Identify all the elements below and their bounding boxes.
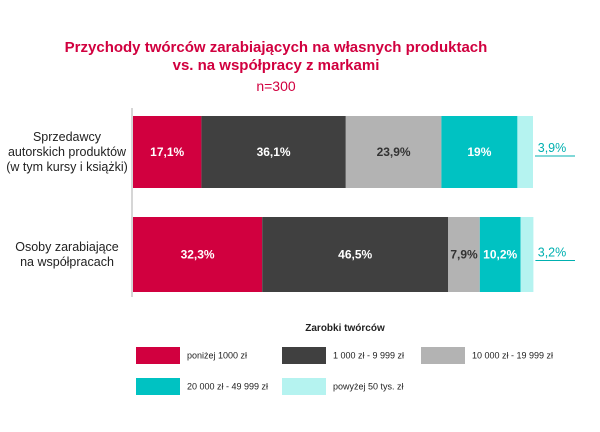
bar-segment xyxy=(441,116,518,188)
data-label: 3,9% xyxy=(538,141,567,155)
data-label: 7,9% xyxy=(450,248,478,262)
data-label: 17,1% xyxy=(150,145,184,159)
legend-label: 1 000 zł - 9 999 zł xyxy=(333,351,404,361)
bar-segment xyxy=(448,217,480,292)
data-label: 32,3% xyxy=(181,248,215,262)
legend-swatch xyxy=(421,347,465,364)
legend-swatch xyxy=(136,347,180,364)
chart-title-line2: vs. na współpracy z markami xyxy=(173,57,380,74)
legend-label: powyżej 50 tys. zł xyxy=(333,382,404,392)
data-label: 3,2% xyxy=(538,246,567,260)
bar-segment xyxy=(133,217,263,292)
data-label: 10,2% xyxy=(483,248,517,262)
legend: Zarobki twórców poniżej 1000 zł 1 000 zł … xyxy=(136,323,553,395)
bars-layer: Sprzedawcy autorskich produktów (w tym kur… xyxy=(6,116,575,292)
bar-segment xyxy=(201,116,346,188)
bar-segment xyxy=(479,217,521,292)
category-label: Osoby zarabiające na współpracach xyxy=(15,240,119,269)
legend-label: 20 000 zł - 49 999 zł xyxy=(187,382,268,392)
data-label: 23,9% xyxy=(377,145,411,159)
bar-segment xyxy=(345,116,442,188)
data-label: 36,1% xyxy=(257,145,291,159)
legend-swatch xyxy=(282,378,326,395)
legend-label: poniżej 1000 zł xyxy=(187,351,247,361)
category-label: Sprzedawcy autorskich produktów (w tym kur… xyxy=(6,130,128,174)
chart-subtitle: n=300 xyxy=(256,78,296,94)
legend-title: Zarobki twórców xyxy=(305,323,385,334)
bar-segment xyxy=(262,217,449,292)
legend-swatch xyxy=(136,378,180,395)
bar-segment xyxy=(133,116,202,188)
legend-label: 10 000 zł - 19 999 zł xyxy=(472,351,553,361)
bar-segment xyxy=(520,217,534,292)
legend-swatch xyxy=(282,347,326,364)
data-label: 46,5% xyxy=(338,248,372,262)
chart-title-line1: Przychody twórców zarabiających na własn… xyxy=(65,39,488,56)
bar-segment xyxy=(517,116,533,188)
data-label: 19% xyxy=(467,145,491,159)
